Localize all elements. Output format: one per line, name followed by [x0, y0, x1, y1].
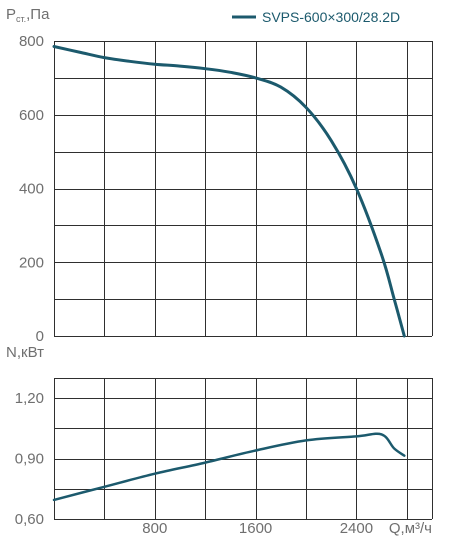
pressure-axis-title: Pст.,Па [6, 6, 50, 24]
pressure-curve [52, 45, 406, 338]
y-tick-label: 200 [19, 254, 44, 271]
power-axis-title: N,кВт [6, 344, 44, 361]
legend: SVPS-600×300/28.2D [232, 9, 400, 25]
label-layer: 0 200 400 600 800 0,60 0,90 1,20 800 1600 2400 Pст.… [6, 6, 432, 537]
y-tick-label: 800 [19, 33, 44, 50]
grid-layer [54, 41, 433, 520]
x-tick-label: 800 [142, 520, 167, 537]
power-curve [52, 432, 406, 502]
legend-label: SVPS-600×300/28.2D [262, 9, 400, 25]
y-tick-label: 0,90 [15, 451, 44, 468]
y-tick-label: 1,20 [15, 390, 44, 407]
y-tick-label: 600 [19, 107, 44, 124]
curve-layer [52, 45, 406, 502]
flow-axis-title: Q,м³/ч [389, 520, 432, 537]
y-tick-label: 0,60 [15, 511, 44, 528]
y-tick-label: 400 [19, 181, 44, 198]
y-tick-label: 0 [36, 328, 44, 345]
x-tick-label: 2400 [340, 520, 373, 537]
x-tick-label: 1600 [239, 520, 272, 537]
